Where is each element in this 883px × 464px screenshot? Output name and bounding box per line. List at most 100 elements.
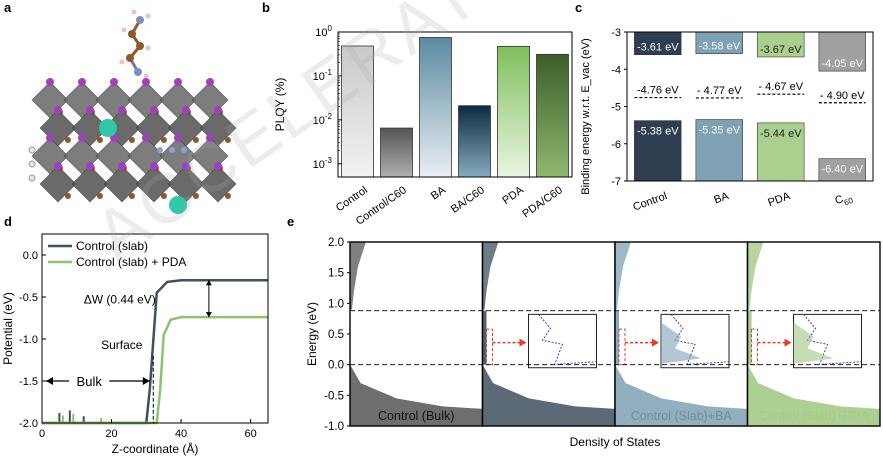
panel-label-c: c (575, 0, 583, 15)
panel-name: Control (Slab)+BA (631, 409, 733, 423)
iodide-atom (182, 162, 190, 170)
iodide-atom (206, 78, 214, 86)
bar-pda (497, 46, 530, 178)
conduction-dos-fill (615, 242, 631, 310)
valence-dos-fill (350, 364, 483, 426)
octahedron (39, 165, 77, 203)
organic-atom (193, 193, 199, 199)
y-tick-label: -0.5 (19, 292, 38, 304)
bar-ba-c60 (458, 105, 491, 178)
dw-annotation: ΔW (0.44 eV) (84, 293, 156, 307)
binding-energy-chart: -3.61 eV -5.38 eV -4.76 eV Control -3.58 eV -… (580, 27, 874, 214)
organic-atom (161, 193, 167, 199)
potential-profile-chart: 0 20 40 60 0.0 -0.5 -1.0 -1.5 -2.0 Z-coordinate (… (1, 233, 269, 456)
x-axis-label: Z-coordinate (Å) (112, 441, 199, 456)
nitrogen-atom (157, 147, 163, 153)
panel-label-b: b (262, 0, 270, 15)
x-tick-label: 0 (39, 428, 45, 440)
nitrogen-atom (169, 147, 175, 153)
x-tick-label: C60 (833, 190, 854, 210)
y-tick-label: -0.5 (324, 390, 344, 402)
bar-control (341, 45, 374, 178)
zoom-arrow-head (652, 338, 659, 347)
organic-atom (193, 137, 199, 143)
zoom-arrow-head (784, 338, 792, 347)
x-tick-label: PDA (766, 190, 792, 209)
x-tick-label: PDA/C60 (520, 184, 564, 220)
plot-frame (41, 233, 269, 424)
legend-entry: Control (slab) (76, 239, 148, 253)
y-tick-label: 0.0 (23, 250, 38, 262)
surface-states (747, 310, 752, 365)
y-axis-label: PLQY (%) (273, 78, 287, 132)
x-tick-label: PDA (500, 184, 526, 207)
octahedra-slab (28, 78, 237, 214)
iodide-atom (174, 134, 182, 142)
panel-name: Control (Slab) (510, 409, 587, 423)
hydrogen-atom (28, 160, 36, 168)
zoom-region (486, 328, 493, 366)
y-axis-label: Energy (eV) (305, 302, 319, 366)
x-tick-label: BA (712, 190, 731, 207)
surface-states (482, 310, 487, 365)
x-tick-label: 40 (175, 428, 187, 440)
vb-label: -5.35 eV (698, 125, 740, 137)
cation-atom (99, 119, 117, 137)
perovskite-structure-illustration (28, 9, 237, 214)
fermi-label: - 4.67 eV (758, 81, 803, 93)
iodide-atom (214, 106, 222, 114)
iodide-atom (206, 134, 214, 142)
iodide-atom (214, 162, 222, 170)
valence-dos-fill (747, 364, 880, 426)
iodide-atom (86, 106, 94, 114)
pda-molecule (119, 9, 151, 79)
y-tick-label: -5 (611, 102, 621, 114)
bulk-peak (58, 412, 61, 423)
iodide-atom (78, 134, 86, 142)
bar-pda-c60 (536, 53, 569, 178)
y-tick-label: 0.5 (328, 329, 344, 341)
bulk-peak (82, 416, 85, 423)
panel-name: Control (Bulk) (378, 409, 454, 423)
plot-frame (337, 31, 573, 178)
y-tick-label: -2.0 (19, 418, 38, 430)
octahedron (71, 165, 109, 203)
y-tick-label: -1.0 (19, 334, 38, 346)
x-tick-label: 60 (244, 428, 256, 440)
y-axis-label: Potential (eV) (1, 292, 15, 365)
fermi-label: - 4.90 eV (820, 90, 865, 102)
bar-ba (419, 37, 452, 178)
x-axis-label: Density of States (570, 435, 661, 449)
bulk-label-bg (69, 371, 110, 389)
bulk-arrow-head (142, 377, 150, 385)
x-tick-label: 20 (105, 428, 117, 440)
y-tick-label: -4 (611, 64, 621, 76)
y-tick-label: 10-2 (313, 112, 333, 127)
vb-label: -5.38 eV (637, 126, 679, 138)
iodide-atom (110, 78, 118, 86)
inset-dos-fill (793, 322, 834, 364)
inset-frame (528, 313, 597, 369)
x-tick-label: Control (631, 190, 668, 213)
iodide-atom (86, 162, 94, 170)
legend-entry: Control (slab) + PDA (76, 255, 186, 269)
bar-control-c60 (380, 127, 413, 178)
iodide-atom (174, 78, 182, 86)
zoom-arrow-head (519, 338, 527, 347)
y-tick-label: -1.0 (324, 421, 344, 433)
organic-atom (97, 137, 103, 143)
panel-label-e: e (287, 214, 295, 229)
iodide-atom (182, 106, 190, 114)
organic-atom (225, 193, 231, 199)
surface-states (615, 310, 619, 365)
bulk-peak (72, 413, 75, 423)
conduction-dos-fill (747, 242, 764, 310)
iodide-atom (142, 134, 150, 142)
cb-label: -3.67 eV (760, 44, 802, 56)
valence-dos-fill (482, 364, 615, 426)
fermi-label: - 4.77 eV (697, 85, 742, 97)
panel-name: Control (Slab)+PDA (759, 409, 870, 423)
zoom-region (751, 328, 758, 366)
inset-dos-fill (661, 322, 701, 364)
